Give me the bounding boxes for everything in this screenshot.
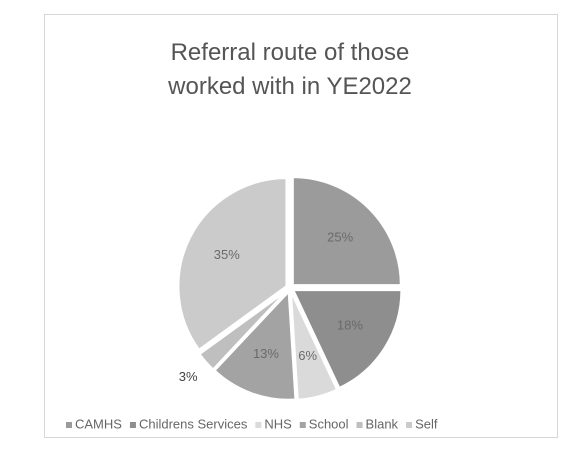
legend-label: School (309, 416, 349, 431)
data-label: 18% (337, 317, 363, 332)
legend-swatch (356, 422, 363, 428)
chart-title: Referral route of those worked with in Y… (168, 39, 412, 100)
chart-frame (44, 14, 558, 438)
legend-swatch (66, 422, 72, 428)
pie-slice (291, 289, 403, 390)
pie-slice (198, 289, 288, 371)
legend-swatch (255, 422, 262, 428)
data-label: 6% (298, 348, 317, 363)
legend-swatch (299, 422, 306, 428)
legend-label: CAMHS (75, 416, 122, 431)
pie-slice (291, 176, 402, 287)
data-label: 13% (253, 346, 279, 361)
data-label: 25% (327, 229, 353, 244)
pie-slice (289, 291, 339, 401)
pie-slice (213, 289, 297, 401)
legend-label: NHS (264, 416, 292, 431)
legend-swatch (406, 422, 413, 428)
data-label: 35% (214, 247, 240, 262)
legend-label: Childrens Services (139, 416, 248, 431)
legend-swatch (129, 422, 136, 428)
legend-label: Blank (366, 416, 399, 431)
legend-label: Self (415, 416, 438, 431)
data-label: 3% (179, 369, 198, 384)
pie-slice (177, 177, 288, 352)
